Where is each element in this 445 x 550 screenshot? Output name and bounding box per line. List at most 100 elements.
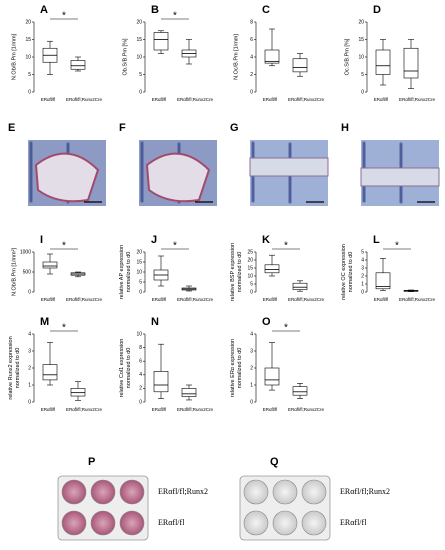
box: [375, 49, 391, 75]
cell: [288, 152, 292, 156]
y-axis-label: normalized to d0: [237, 252, 243, 293]
y-tick-label: 2: [250, 365, 253, 371]
x-tick-label: ERαfl/fl: [263, 97, 278, 102]
cell: [399, 152, 403, 156]
well: [90, 479, 116, 505]
x-tick-label: ERαfl/fl: [152, 297, 167, 302]
y-tick-label: 2: [139, 386, 142, 392]
cell: [399, 146, 403, 150]
y-axis-label: normalized to d0: [237, 348, 243, 389]
y-tick-label: 20: [136, 19, 142, 25]
cell: [399, 160, 403, 164]
y-tick-label: 4: [28, 331, 31, 337]
panel-letter: J: [151, 234, 157, 246]
cell: [288, 184, 292, 188]
row-label: ERαfl/fl;Runx2: [340, 487, 390, 496]
cell: [29, 169, 33, 173]
cell: [29, 155, 33, 159]
y-tick-label: 5: [361, 249, 364, 255]
cell: [140, 175, 144, 179]
panel-letter: K: [262, 234, 270, 246]
box: [292, 58, 308, 73]
y-tick-label: 20: [358, 19, 364, 25]
y-axis-label: normalized to d0: [15, 348, 21, 389]
y-tick-label: 5: [139, 279, 142, 285]
y-tick-label: 4: [139, 372, 142, 378]
row-label: ERαfl/fl;Runx2: [158, 487, 208, 496]
panel-letter: H: [341, 122, 349, 134]
well: [272, 479, 298, 505]
x-tick-label: ERαfl/fl;Runx2Cre: [66, 97, 103, 102]
cell: [66, 142, 70, 146]
y-tick-label: 10: [136, 269, 142, 275]
y-tick-label: 15: [25, 37, 31, 43]
panel-letter: E: [8, 122, 15, 134]
well: [301, 510, 327, 536]
cell: [29, 175, 33, 179]
cell: [362, 189, 366, 193]
y-tick-label: 3: [361, 265, 364, 271]
y-tick-label: 0: [139, 89, 142, 95]
bone: [34, 152, 100, 203]
panel-letter: F: [119, 122, 126, 134]
y-tick-label: 0: [139, 289, 142, 295]
box: [42, 364, 58, 381]
y-tick-label: 4: [250, 331, 253, 337]
cell: [251, 183, 255, 187]
x-tick-label: ERαfl/fl;Runx2Cre: [177, 297, 214, 302]
x-tick-label: ERαfl/fl;Runx2Cre: [288, 297, 325, 302]
y-axis-label: relative Col1 expression: [119, 339, 125, 398]
y-tick-label: 1000: [20, 249, 31, 255]
y-axis-label: relative OC expression: [341, 244, 347, 300]
cell: [140, 143, 144, 147]
y-axis-label: Oc.S/B.Pm [%]: [344, 38, 350, 75]
cell: [29, 143, 33, 147]
x-tick-label: ERαfl/fl;Runx2Cre: [66, 297, 103, 302]
cell: [251, 193, 255, 197]
box: [70, 60, 86, 70]
cell: [362, 155, 366, 159]
panel-letter: B: [151, 4, 159, 16]
box: [181, 388, 197, 397]
x-tick-label: ERαfl/fl: [152, 407, 167, 412]
cell: [140, 151, 144, 155]
cell: [177, 142, 181, 146]
box: [264, 49, 280, 64]
panel-letter: C: [262, 4, 270, 16]
y-tick-label: 1: [28, 382, 31, 388]
cell: [29, 165, 33, 169]
y-axis-label: N.Ob/B.Pm [1/mm]: [11, 33, 17, 80]
cell: [251, 197, 255, 201]
box: [153, 32, 169, 51]
y-tick-label: 6: [139, 359, 142, 365]
cell: [140, 189, 144, 193]
bone: [360, 167, 440, 187]
x-tick-label: ERαfl/fl;Runx2Cre: [177, 407, 214, 412]
bone: [249, 157, 329, 177]
y-tick-label: 10: [358, 54, 364, 60]
significance: *: [62, 323, 66, 334]
cell: [399, 188, 403, 192]
cell: [251, 179, 255, 183]
cell: [140, 147, 144, 151]
x-tick-label: ERαfl/fl;Runx2Cre: [177, 97, 214, 102]
cell: [251, 151, 255, 155]
box: [264, 264, 280, 274]
cell: [362, 197, 366, 201]
y-axis-label: relative Runx2 expression: [8, 336, 14, 399]
y-axis-label: relative BSP expression: [230, 243, 236, 301]
cell: [399, 156, 403, 160]
y-axis-label: N.Ob/B.Pm [1/mm²]: [11, 248, 17, 296]
cell: [140, 179, 144, 183]
y-axis-label: normalized to d0: [126, 252, 132, 293]
well: [90, 510, 116, 536]
cell: [399, 192, 403, 196]
row-label: ERαfl/fl: [158, 518, 185, 527]
cell: [29, 193, 33, 197]
y-tick-label: 0: [28, 399, 31, 405]
panel-letter: L: [373, 234, 380, 246]
box: [42, 261, 58, 269]
y-tick-label: 0: [361, 289, 364, 295]
panel-letter: O: [262, 316, 271, 328]
cell: [140, 169, 144, 173]
